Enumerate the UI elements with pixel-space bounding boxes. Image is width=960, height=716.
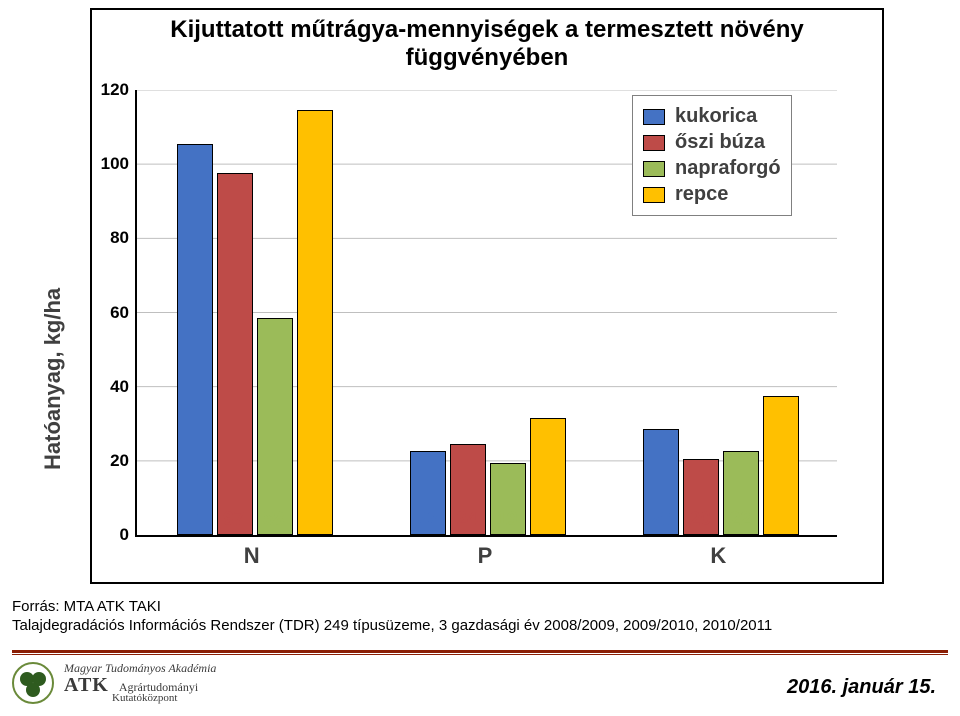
y-tick: 80: [95, 228, 129, 248]
legend-label: napraforgó: [675, 157, 781, 180]
legend-swatch: [643, 161, 665, 177]
chart-title: Kijuttatott műtrágya-mennyiségek a terme…: [92, 16, 882, 71]
source-text: Forrás: MTA ATK TAKI Talajdegradációs In…: [12, 598, 772, 636]
source-line2: Talajdegradációs Információs Rendszer (T…: [12, 617, 772, 636]
bar-value-label: 114: [294, 509, 334, 531]
atk-logo-icon: [12, 662, 54, 704]
y-axis-title: Hatóanyag, kg/ha: [40, 288, 66, 470]
bar-value-label: 97: [214, 509, 254, 531]
footer-institution: Magyar Tudományos Akadémia ATK Agrártudo…: [12, 662, 216, 704]
chart-frame: Kijuttatott műtrágya-mennyiségek a terme…: [90, 8, 884, 584]
y-tick: 120: [95, 80, 129, 100]
y-tick: 0: [95, 525, 129, 545]
legend-swatch: [643, 109, 665, 125]
legend-label: kukorica: [675, 105, 757, 128]
legend-swatch: [643, 135, 665, 151]
legend-item-kukorica: kukorica: [643, 105, 781, 128]
footer-rule-thick: [12, 650, 948, 653]
category-label-K: K: [602, 543, 835, 569]
y-tick: 100: [95, 154, 129, 174]
legend-label: repce: [675, 183, 728, 206]
legend-item-repce: repce: [643, 183, 781, 206]
footer-rule-thin: [12, 654, 948, 655]
legend-label: őszi búza: [675, 131, 765, 154]
slide: Hatóanyag, kg/ha Kijuttatott műtrágya-me…: [0, 0, 960, 716]
legend-item-őszi-búza: őszi búza: [643, 131, 781, 154]
y-tick: 20: [95, 451, 129, 471]
bar-value-label: 24: [447, 509, 487, 531]
bar-value-label: 19: [487, 509, 527, 531]
legend-item-napraforgó: napraforgó: [643, 157, 781, 180]
category-label-N: N: [135, 543, 368, 569]
institution-text: Magyar Tudományos Akadémia ATK Agrártudo…: [64, 662, 216, 704]
bar-value-label: 37: [760, 509, 800, 531]
y-tick: 60: [95, 303, 129, 323]
footer-date: 2016. január 15.: [787, 676, 936, 699]
bar-value-label: 22: [407, 509, 447, 531]
inst-line3: Kutatóközpont: [112, 693, 216, 705]
bar-value-label: 31: [527, 509, 567, 531]
bar-value-label: 20: [680, 509, 720, 531]
source-line1: Forrás: MTA ATK TAKI: [12, 598, 772, 617]
y-tick: 40: [95, 377, 129, 397]
legend: kukorica őszi búza napraforgó repce: [632, 95, 792, 216]
bar-value-label: 105: [174, 509, 214, 531]
legend-swatch: [643, 187, 665, 203]
category-label-P: P: [368, 543, 601, 569]
inst-acronym: ATK: [64, 674, 109, 696]
bar-value-label: 22: [720, 509, 760, 531]
bar-value-label: 28: [640, 509, 680, 531]
bar-value-label: 58: [254, 509, 294, 531]
